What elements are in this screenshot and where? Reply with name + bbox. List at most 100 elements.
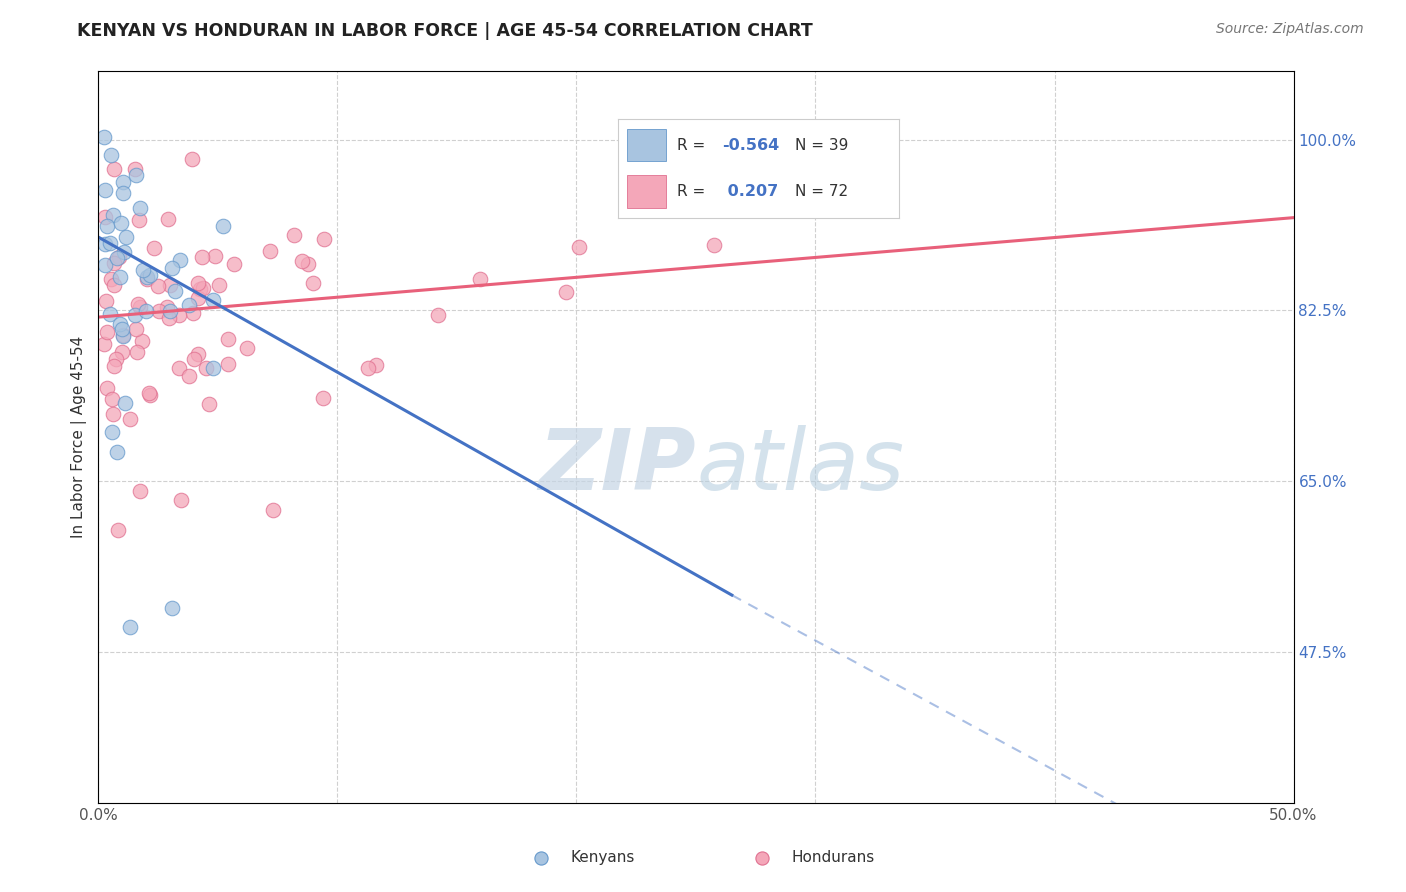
Point — [190, 250, 212, 264]
Point — [132, 263, 155, 277]
Point — [211, 219, 233, 234]
Point — [135, 304, 157, 318]
Point — [177, 369, 200, 384]
Point — [156, 212, 179, 227]
Point — [110, 216, 132, 230]
Text: Kenyans: Kenyans — [571, 850, 636, 865]
Point — [105, 444, 128, 458]
Point — [283, 228, 305, 243]
Point — [179, 298, 201, 312]
Point — [160, 261, 183, 276]
Point — [139, 268, 162, 282]
Point — [259, 244, 281, 258]
Point — [112, 175, 135, 189]
Point — [108, 269, 131, 284]
Point — [146, 278, 169, 293]
Point — [105, 252, 128, 266]
Point — [302, 276, 325, 290]
Point — [129, 201, 152, 215]
Text: Hondurans: Hondurans — [792, 850, 875, 865]
Point — [187, 291, 209, 305]
Point — [100, 148, 122, 162]
Point — [167, 361, 190, 376]
Point — [94, 210, 117, 224]
Point — [93, 337, 115, 351]
Point — [202, 293, 225, 307]
Point — [127, 296, 149, 310]
Point — [96, 325, 118, 339]
Point — [208, 277, 231, 292]
Point — [136, 272, 159, 286]
Point — [94, 236, 117, 251]
Point — [103, 359, 125, 374]
Text: atlas: atlas — [696, 425, 904, 508]
Point — [193, 281, 215, 295]
Point — [118, 412, 141, 426]
Point — [108, 250, 131, 264]
Point — [157, 311, 180, 326]
Point — [159, 303, 181, 318]
Point — [124, 309, 146, 323]
Point — [187, 347, 209, 361]
Point — [160, 600, 183, 615]
Point — [115, 230, 138, 244]
Point — [217, 333, 239, 347]
Point — [357, 361, 380, 376]
Point — [148, 304, 170, 318]
Point — [114, 396, 136, 410]
Point — [183, 351, 205, 366]
Point — [101, 425, 124, 440]
Point — [139, 388, 162, 402]
Point — [111, 186, 134, 201]
Point — [138, 386, 160, 401]
Point — [93, 129, 115, 144]
Point — [125, 169, 148, 183]
Point — [167, 308, 190, 322]
Point — [129, 483, 152, 498]
Text: Source: ZipAtlas.com: Source: ZipAtlas.com — [1216, 22, 1364, 37]
Point — [291, 254, 314, 268]
Point — [235, 342, 257, 356]
Point — [94, 183, 117, 197]
Point — [107, 523, 129, 537]
Point — [159, 277, 181, 292]
Y-axis label: In Labor Force | Age 45-54: In Labor Force | Age 45-54 — [72, 336, 87, 538]
Point — [222, 257, 245, 271]
Point — [204, 249, 226, 263]
Point — [312, 232, 335, 246]
Point — [128, 213, 150, 227]
Point — [156, 300, 179, 314]
Point — [114, 245, 136, 260]
Point — [169, 253, 191, 268]
Point — [103, 256, 125, 270]
Text: KENYAN VS HONDURAN IN LABOR FORCE | AGE 45-54 CORRELATION CHART: KENYAN VS HONDURAN IN LABOR FORCE | AGE … — [77, 22, 813, 40]
Point — [366, 358, 388, 372]
Point — [554, 285, 576, 299]
Point — [143, 241, 166, 255]
Point — [96, 381, 118, 395]
Point — [101, 208, 124, 222]
Point — [118, 620, 141, 634]
Point — [163, 284, 186, 298]
Point — [568, 240, 591, 254]
Point — [188, 282, 211, 296]
Point — [468, 272, 491, 286]
Point — [426, 308, 449, 322]
Point — [111, 322, 134, 336]
Point — [217, 357, 239, 371]
Point — [94, 258, 117, 272]
Point — [101, 407, 124, 421]
Point — [111, 327, 134, 342]
Point — [187, 277, 209, 291]
Point — [262, 503, 284, 517]
Point — [103, 161, 125, 176]
Point — [112, 329, 135, 343]
Point — [201, 360, 224, 375]
Point — [125, 345, 148, 359]
Point — [94, 294, 117, 309]
Point — [110, 317, 132, 331]
Point — [96, 219, 118, 233]
Point — [124, 161, 146, 176]
Point — [131, 334, 153, 349]
Point — [197, 397, 219, 411]
